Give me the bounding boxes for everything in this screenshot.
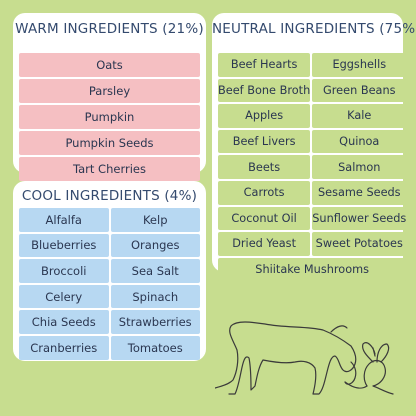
warm-ingredients-card: WARM INGREDIENTS (21%) Oats Parsley Pump…: [13, 13, 206, 181]
neutral-ingredient: Apples: [218, 104, 311, 128]
ground-line: [344, 381, 368, 389]
cool-ingredients-grid: Alfalfa Kelp Blueberries Oranges Broccol…: [19, 208, 200, 360]
cool-ingredient: Alfalfa: [19, 208, 109, 232]
warm-ingredient: Parsley: [19, 79, 200, 103]
neutral-ingredient: Beef Livers: [218, 129, 311, 154]
cool-ingredient: Sea Salt: [110, 259, 200, 283]
warm-ingredient: Pumpkin Seeds: [19, 131, 200, 155]
neutral-ingredient: Dried Yeast: [218, 232, 311, 256]
neutral-ingredient: Beef Hearts: [218, 53, 311, 77]
cow-beet-line-illustration: [215, 321, 394, 395]
neutral-ingredient: Quinoa: [312, 129, 407, 154]
neutral-ingredient: Sweet Potatoes: [312, 232, 407, 256]
warm-ingredient: Pumpkin: [19, 105, 200, 129]
cool-ingredient: Celery: [19, 284, 109, 309]
neutral-ingredient: Shiitake Mushrooms: [218, 257, 407, 282]
warm-ingredient: Tart Cherries: [19, 157, 200, 181]
cow-nose: [344, 361, 357, 385]
neutral-ingredient: Carrots: [218, 180, 311, 205]
neutral-ingredient: Salmon: [312, 155, 407, 179]
beet-icon: [363, 359, 394, 395]
cool-ingredient: Cranberries: [19, 335, 109, 360]
neutral-ingredient: Kale: [312, 104, 407, 128]
warm-ingredient: Oats: [19, 53, 200, 77]
cool-ingredient: Spinach: [110, 284, 200, 309]
warm-ingredients-list: Oats Parsley Pumpkin Pumpkin Seeds Tart …: [19, 53, 200, 181]
neutral-ingredients-card: NEUTRAL INGREDIENTS (75%) Beef Hearts Eg…: [212, 13, 416, 282]
cool-ingredient: Broccoli: [19, 259, 109, 283]
neutral-ingredient: Beef Bone Broth: [218, 78, 311, 103]
cool-ingredient: Chia Seeds: [19, 310, 109, 334]
cool-ingredient: Strawberries: [110, 310, 200, 334]
neutral-ingredient: Sesame Seeds: [312, 180, 407, 205]
cool-ingredients-card: COOL INGREDIENTS (4%) Alfalfa Kelp Blueb…: [13, 181, 206, 361]
cool-ingredient: Blueberries: [19, 233, 109, 258]
neutral-ingredient: Coconut Oil: [218, 206, 311, 231]
cool-ingredient: Kelp: [110, 208, 200, 232]
beet-leaf-icon: [362, 342, 390, 363]
neutral-ingredients-title: NEUTRAL INGREDIENTS (75%): [212, 21, 416, 37]
neutral-ingredient: Eggshells: [312, 53, 407, 77]
cow-ear: [330, 325, 348, 333]
cool-ingredient: Oranges: [110, 233, 200, 258]
cool-ingredient: Tomatoes: [110, 335, 200, 360]
warm-ingredients-title: WARM INGREDIENTS (21%): [15, 21, 204, 37]
neutral-ingredient: Sunflower Seeds: [312, 206, 407, 231]
neutral-ingredients-grid: Beef Hearts Eggshells Beef Bone Broth Gr…: [218, 53, 407, 282]
neutral-ingredient: Beets: [218, 155, 311, 179]
cow-outline: [215, 321, 357, 395]
cool-ingredients-title: COOL INGREDIENTS (4%): [21, 188, 198, 204]
neutral-ingredient: Green Beans: [312, 78, 407, 103]
